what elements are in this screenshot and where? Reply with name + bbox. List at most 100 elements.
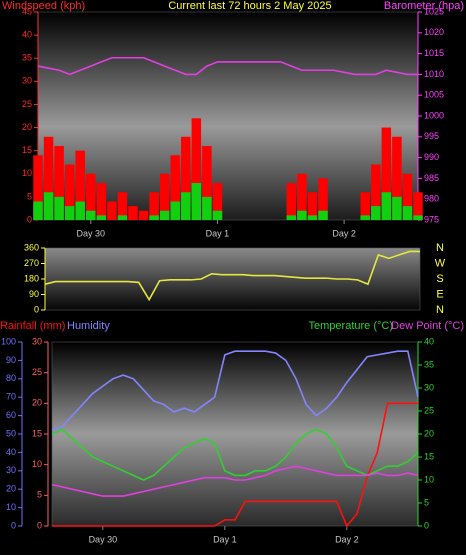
y-tick-label: 30 [22, 76, 32, 86]
bar [43, 136, 54, 220]
x-tick-label: Day 30 [89, 534, 118, 544]
bar [128, 206, 138, 220]
bar [181, 136, 191, 220]
bar [170, 155, 180, 220]
y-tick-label: 975 [424, 214, 439, 224]
bar [202, 196, 212, 220]
bar [107, 201, 117, 220]
y-tick-label: 25 [424, 405, 434, 415]
y-tick-label: 10 [22, 168, 32, 178]
bar [64, 164, 75, 220]
y-tick-label: 5 [37, 490, 42, 500]
bar [54, 146, 64, 220]
y-tick-label: 30 [6, 465, 16, 475]
plots: 0510152025303540459759809859909951000100… [0, 6, 464, 544]
y-tick-label: 25 [32, 367, 42, 377]
bar [381, 192, 392, 220]
plot-background [44, 247, 421, 311]
y-tick-label: 0 [27, 214, 32, 224]
x-tick-label: Day 1 [213, 534, 237, 544]
y-tick-label: 1025 [424, 6, 444, 16]
y-tick-label: 30 [424, 382, 434, 392]
y-tick-label: 40 [6, 447, 16, 457]
x-tick-label: Day 2 [335, 534, 359, 544]
y-tick-label: 50 [6, 428, 16, 438]
y-tick-label: 1020 [424, 27, 444, 37]
bar [159, 173, 170, 220]
bar [286, 215, 297, 220]
bar [75, 150, 85, 220]
y-tick-label: 40 [22, 29, 32, 39]
y-tick-label: 20 [32, 398, 42, 408]
y-tick-label: 5 [27, 191, 32, 201]
bar [54, 196, 64, 220]
y-tick-label: 0 [11, 520, 16, 530]
y-tick-label: 270 [24, 258, 39, 268]
bar [43, 192, 54, 220]
y-tick-label: 990 [424, 152, 439, 162]
bar [191, 183, 202, 220]
series-label: Rainfall (mm) [0, 320, 65, 332]
y-tick-label: 360 [24, 242, 39, 252]
y-tick-label: 45 [22, 6, 32, 16]
y-tick-label: 0 [37, 520, 42, 530]
bar [64, 206, 75, 220]
y-tick-label: 20 [22, 122, 32, 132]
bar [402, 206, 413, 220]
y-tick-label: 15 [424, 451, 434, 461]
y-tick-label: 10 [424, 474, 434, 484]
bar [33, 155, 43, 220]
plot-background [51, 341, 419, 527]
y-tick-label: 1000 [424, 110, 444, 120]
bar [318, 210, 328, 220]
x-tick-label: Day 2 [332, 228, 356, 238]
bar [212, 183, 223, 220]
y-tick-label: 980 [424, 194, 439, 204]
bar [392, 196, 402, 220]
bar [202, 146, 212, 220]
y-tick-label: 60 [6, 410, 16, 420]
bar [75, 201, 85, 220]
bar [307, 192, 318, 220]
y-tick-label: 180 [24, 273, 39, 283]
y-tick-label: 1010 [424, 69, 444, 79]
compass-label: N [436, 242, 444, 254]
bar [191, 118, 202, 220]
y-tick-label: 20 [6, 484, 16, 494]
y-tick-label: 0 [34, 304, 39, 314]
bar [381, 127, 392, 220]
chart-title: Current last 72 hours 2 May 2025 [168, 0, 331, 12]
bar [170, 201, 180, 220]
x-tick-label: Day 30 [77, 228, 106, 238]
y-tick-label: 80 [6, 373, 16, 383]
compass-label: S [436, 273, 443, 285]
series-label: Dew Point (°C) [391, 320, 464, 332]
barometer-axis-title: Barometer (hpa) [384, 0, 464, 12]
y-tick-label: 0 [424, 520, 429, 530]
compass-label: N [436, 304, 444, 316]
bar [149, 192, 159, 220]
compass-label: W [435, 257, 446, 269]
bar [318, 178, 328, 220]
bar [413, 192, 423, 220]
x-tick-label: Day 1 [206, 228, 230, 238]
y-tick-label: 35 [424, 359, 434, 369]
wind-axis-title: Windspeed (kph) [2, 0, 85, 12]
series-line [44, 250, 420, 302]
bar [286, 183, 297, 220]
series-label: Temperature (°C) [309, 320, 393, 332]
y-tick-label: 1005 [424, 90, 444, 100]
bar [138, 210, 149, 220]
bar [33, 201, 43, 220]
y-tick-label: 40 [424, 336, 434, 346]
series-line [51, 465, 419, 497]
y-tick-label: 30 [32, 336, 42, 346]
y-tick-label: 35 [22, 53, 32, 63]
y-tick-label: 10 [6, 502, 16, 512]
y-tick-label: 100 [1, 336, 16, 346]
bar [392, 136, 402, 220]
bar [181, 192, 191, 220]
y-tick-label: 5 [424, 497, 429, 507]
bar [297, 173, 307, 220]
